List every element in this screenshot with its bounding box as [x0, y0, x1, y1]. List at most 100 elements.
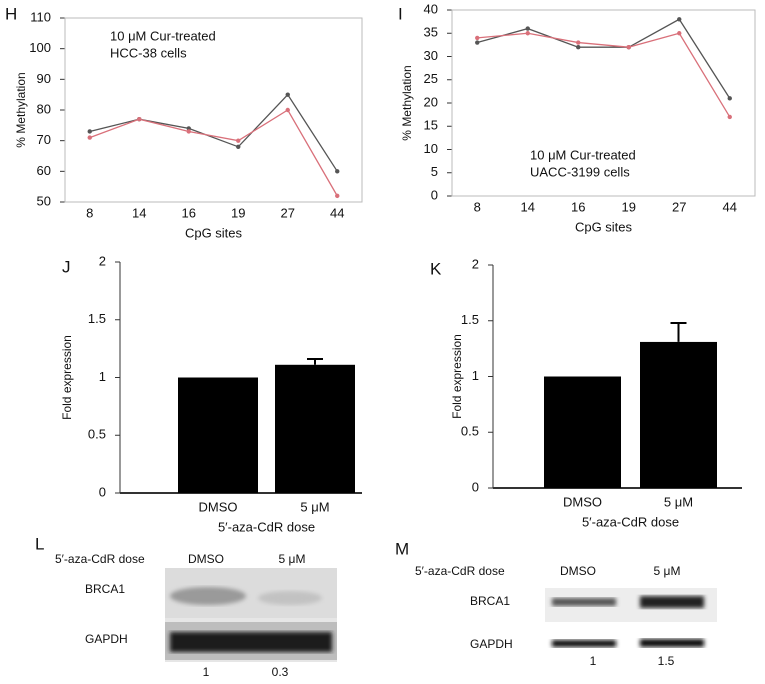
point	[727, 114, 732, 120]
y-tick-label: 40	[424, 1, 438, 16]
band-label: BRCA1	[470, 594, 510, 608]
x-tick-label: DMSO	[563, 494, 602, 509]
y-tick-label: 35	[424, 25, 438, 40]
series-line	[477, 32, 731, 118]
point	[475, 35, 480, 41]
y-tick-label: 90	[37, 71, 51, 86]
panel-label: L	[35, 534, 44, 553]
ratio-label: 0.3	[272, 665, 289, 679]
y-tick-label: 1.5	[461, 312, 479, 327]
annotation: 10 μM Cur-treated	[530, 147, 636, 162]
y-tick-label: 10	[424, 141, 438, 156]
point	[677, 17, 682, 22]
x-tick-label: 27	[281, 205, 295, 220]
bar	[544, 376, 621, 488]
point	[525, 31, 530, 36]
point	[87, 129, 92, 134]
annotation: HCC-38 cells	[110, 45, 187, 60]
x-axis-label: 5′-aza-CdR dose	[218, 519, 315, 534]
point	[137, 117, 142, 122]
point	[335, 169, 340, 174]
y-axis-label: Fold expression	[450, 334, 464, 419]
y-tick-label: 110	[30, 9, 51, 24]
lane-label: 5 μM	[654, 564, 681, 578]
point	[576, 45, 581, 50]
x-axis-label: CpG sites	[575, 219, 633, 234]
point	[335, 193, 340, 199]
error-bar	[307, 358, 323, 365]
series-line	[89, 93, 338, 172]
point	[626, 45, 631, 50]
ratio-label: 1	[590, 654, 597, 668]
plot-frame	[64, 17, 363, 203]
ratio-label: 1.5	[658, 654, 675, 668]
x-tick-label: 5 μM	[300, 499, 329, 514]
y-tick-label: 2	[99, 253, 106, 268]
point	[475, 40, 480, 45]
panel-label: J	[62, 257, 71, 276]
y-axis-label: % Methylation	[400, 65, 414, 140]
blot-image	[165, 568, 337, 662]
bar	[178, 377, 258, 493]
point	[576, 40, 581, 45]
x-tick-label: 44	[330, 205, 344, 220]
y-axis-label: Fold expression	[60, 335, 74, 420]
lane-label: 5 μM	[279, 552, 306, 566]
point	[87, 135, 92, 140]
dose-label: 5′-aza-CdR dose	[415, 564, 505, 578]
point	[236, 138, 241, 143]
x-tick-label: 16	[571, 199, 585, 214]
annotation: UACC-3199 cells	[530, 164, 630, 179]
lane-label: DMSO	[560, 564, 596, 578]
plot-frame	[451, 9, 756, 197]
x-tick-label: 19	[622, 199, 636, 214]
y-axis-label: % Methylation	[14, 72, 28, 147]
dose-label: 5′-aza-CdR dose	[55, 552, 145, 566]
point	[727, 96, 732, 101]
y-tick-label: 100	[29, 40, 51, 55]
y-tick-label: 70	[37, 132, 51, 147]
point	[236, 144, 241, 149]
error-bar	[670, 321, 687, 342]
bar	[275, 364, 355, 493]
y-tick-label: 80	[37, 101, 51, 116]
x-tick-label: 19	[231, 205, 245, 220]
y-tick-label: 1	[99, 369, 106, 384]
panel-label: H	[5, 4, 17, 23]
y-tick-label: 0.5	[461, 424, 479, 439]
panel-label: K	[430, 259, 442, 278]
y-tick-label: 20	[424, 94, 438, 109]
y-tick-label: 2	[472, 256, 479, 271]
annotation: 10 μM Cur-treated	[110, 28, 216, 43]
point	[186, 126, 191, 131]
panel-label: M	[395, 539, 409, 558]
y-tick-label: 0.5	[88, 427, 106, 442]
y-tick-label: 15	[424, 118, 438, 133]
lane-label: DMSO	[188, 552, 224, 566]
blot-image	[545, 588, 717, 647]
panel-label: I	[398, 4, 403, 23]
band-label: BRCA1	[85, 582, 125, 596]
bar	[640, 341, 717, 488]
y-tick-label: 0	[99, 484, 106, 499]
y-tick-label: 50	[37, 193, 51, 208]
point	[677, 31, 682, 36]
x-tick-label: 14	[132, 205, 146, 220]
ratio-label: 1	[203, 665, 210, 679]
band-label: GAPDH	[470, 637, 513, 651]
series-line	[89, 109, 338, 197]
y-tick-label: 1.5	[88, 311, 106, 326]
x-tick-label: 8	[86, 205, 93, 220]
y-tick-label: 0	[431, 187, 438, 202]
y-tick-label: 30	[424, 48, 438, 63]
x-tick-label: DMSO	[199, 499, 238, 514]
point	[186, 129, 191, 134]
x-axis-label: 5′-aza-CdR dose	[582, 514, 679, 529]
x-tick-label: 44	[723, 199, 737, 214]
y-tick-label: 1	[472, 368, 479, 383]
point	[285, 92, 290, 97]
x-tick-label: 27	[672, 199, 686, 214]
point	[525, 26, 530, 31]
x-tick-label: 5 μM	[664, 494, 693, 509]
y-tick-label: 60	[37, 163, 51, 178]
